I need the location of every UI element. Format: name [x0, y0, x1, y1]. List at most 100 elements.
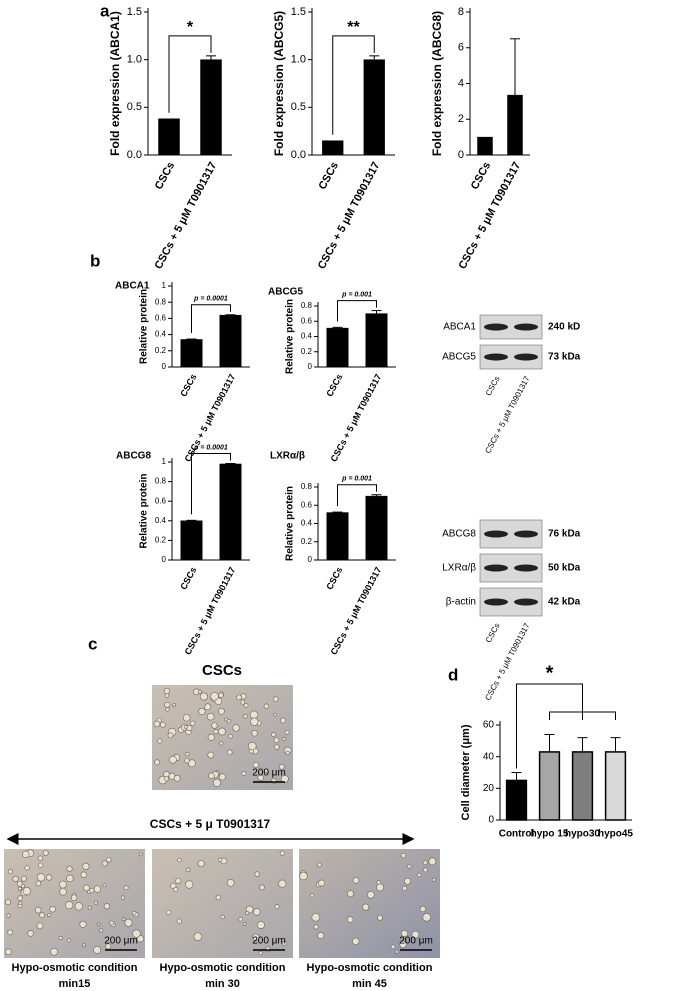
cell	[243, 703, 249, 708]
cell	[101, 860, 108, 867]
x-tick-label: CSCs	[317, 160, 341, 192]
bar	[326, 512, 349, 561]
cell	[7, 868, 13, 874]
cell	[199, 692, 208, 701]
cell	[280, 717, 286, 724]
bar	[180, 339, 203, 368]
cell	[20, 884, 26, 889]
bar	[477, 136, 493, 156]
micrograph-caption: Hypo-osmotic condition	[160, 962, 286, 974]
y-tick-label: 1.0	[291, 54, 306, 66]
significance-bracket	[168, 35, 212, 113]
bar	[604, 751, 627, 821]
cell	[17, 886, 22, 891]
error-bar	[371, 310, 382, 314]
cell	[198, 689, 202, 694]
y-tick-label: 0.5	[291, 101, 306, 113]
cell	[376, 880, 381, 885]
cell	[390, 944, 396, 950]
cell	[273, 737, 280, 744]
x-tick-label: CSCs + 5 μM T0901317	[456, 160, 523, 271]
cell	[105, 856, 112, 863]
cell	[215, 894, 222, 901]
blot-size: 42 kDa	[548, 597, 581, 608]
y-tick-label: 0.4	[301, 332, 313, 341]
scale-bar-label: 200 μm	[252, 936, 286, 947]
micrograph-title: CSCs	[202, 662, 242, 679]
cell	[18, 901, 23, 905]
cell	[263, 703, 270, 709]
cell	[105, 943, 112, 950]
cell	[12, 875, 19, 882]
cell	[404, 877, 411, 885]
cell	[7, 929, 14, 936]
y-tick-label: 0.5	[127, 101, 142, 113]
bar	[219, 463, 242, 561]
cell	[22, 887, 31, 896]
cell	[50, 947, 58, 956]
cell	[259, 884, 265, 891]
blot-band	[514, 598, 538, 606]
chart-title: ABCA1	[115, 281, 150, 292]
cell	[318, 879, 326, 887]
cell	[38, 862, 44, 868]
error-bar	[511, 772, 522, 781]
cell	[264, 768, 269, 773]
bar	[538, 751, 561, 821]
cell	[121, 917, 126, 921]
y-tick-label: 0.2	[155, 536, 167, 545]
cell	[153, 720, 161, 728]
bar	[326, 327, 349, 368]
y-tick-label: 1	[162, 457, 167, 466]
chart-title: ABCG5	[268, 287, 303, 298]
y-tick-label: 0	[308, 362, 313, 371]
cell	[45, 874, 53, 881]
y-tick-label: 0.6	[301, 500, 313, 509]
y-tick-label: 0.6	[155, 496, 167, 505]
micrograph	[152, 685, 293, 790]
cell	[123, 885, 129, 891]
y-tick-label: 2	[458, 113, 464, 125]
blot-label: ABCA1	[443, 322, 476, 333]
chart-title: ABCG8	[116, 451, 151, 462]
cell	[103, 903, 110, 910]
cell	[65, 901, 74, 910]
significance-label: **	[347, 19, 360, 36]
y-tick-label: 20	[483, 783, 495, 794]
cell	[377, 914, 383, 921]
cell	[99, 928, 104, 933]
cell	[96, 922, 101, 927]
y-tick-label: 0.4	[155, 516, 167, 525]
y-tick-label: 0.0	[291, 149, 306, 161]
blot-band	[484, 598, 508, 606]
y-tick-label: 0.2	[301, 537, 313, 546]
cell	[272, 696, 279, 702]
cell	[402, 885, 408, 891]
cell	[58, 935, 63, 940]
error-bar	[369, 55, 380, 60]
cell	[423, 867, 428, 873]
cell	[241, 770, 247, 776]
blot-band	[484, 530, 508, 538]
cell	[218, 773, 226, 781]
cell	[428, 857, 437, 866]
cell	[184, 758, 190, 764]
x-tick-label: Control	[499, 829, 535, 840]
scale-bar-label: 200 μm	[252, 768, 286, 779]
cell	[109, 920, 115, 926]
bar	[365, 313, 388, 368]
y-tick-label: 60	[483, 720, 495, 731]
y-tick-label: 1	[162, 281, 167, 290]
cell	[317, 932, 325, 939]
y-tick-label: 0.8	[301, 482, 313, 491]
cell	[93, 946, 102, 955]
cell	[227, 749, 233, 756]
significance-bracket	[549, 711, 616, 720]
cell	[165, 707, 170, 712]
y-axis-label: Relative protein	[139, 289, 150, 364]
y-tick-label: 0	[162, 555, 167, 564]
cell	[185, 751, 190, 757]
x-tick-label: CSCs	[324, 565, 344, 591]
error-bar	[610, 737, 621, 752]
